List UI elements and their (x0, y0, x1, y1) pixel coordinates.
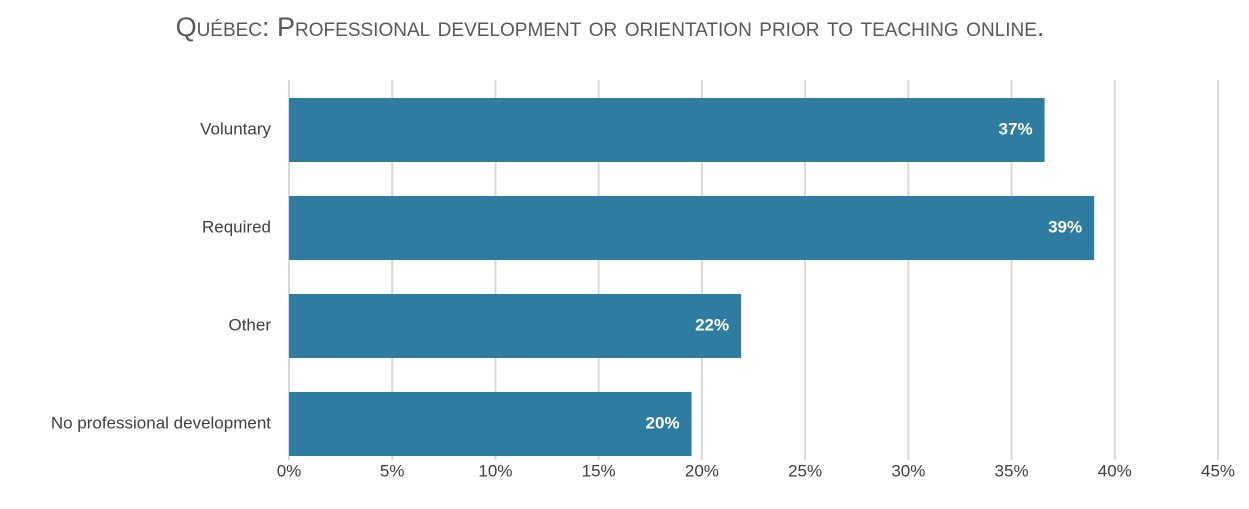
value-label: 37% (999, 119, 1033, 138)
y-tick-label: Voluntary (200, 119, 271, 138)
x-tick-label: 5% (380, 461, 405, 480)
bar (289, 196, 1095, 260)
x-tick-label: 25% (788, 461, 822, 480)
x-tick-label: 40% (1098, 461, 1132, 480)
x-tick-label: 30% (891, 461, 925, 480)
x-tick-label: 0% (277, 461, 302, 480)
x-tick-label: 15% (582, 461, 616, 480)
x-tick-label: 10% (478, 461, 512, 480)
chart-title: Québec: Professional development or orie… (175, 12, 1045, 42)
x-tick-label: 35% (995, 461, 1029, 480)
y-tick-label: Other (228, 315, 271, 334)
value-label: 20% (646, 413, 680, 432)
y-tick-label: No professional development (51, 413, 271, 432)
x-tick-label: 20% (685, 461, 719, 480)
value-label: 39% (1048, 217, 1082, 236)
y-tick-label: Required (202, 217, 271, 236)
value-label: 22% (695, 315, 729, 334)
bar (289, 98, 1045, 162)
bar (289, 392, 692, 456)
bar (289, 294, 742, 358)
x-tick-label: 45% (1201, 461, 1235, 480)
